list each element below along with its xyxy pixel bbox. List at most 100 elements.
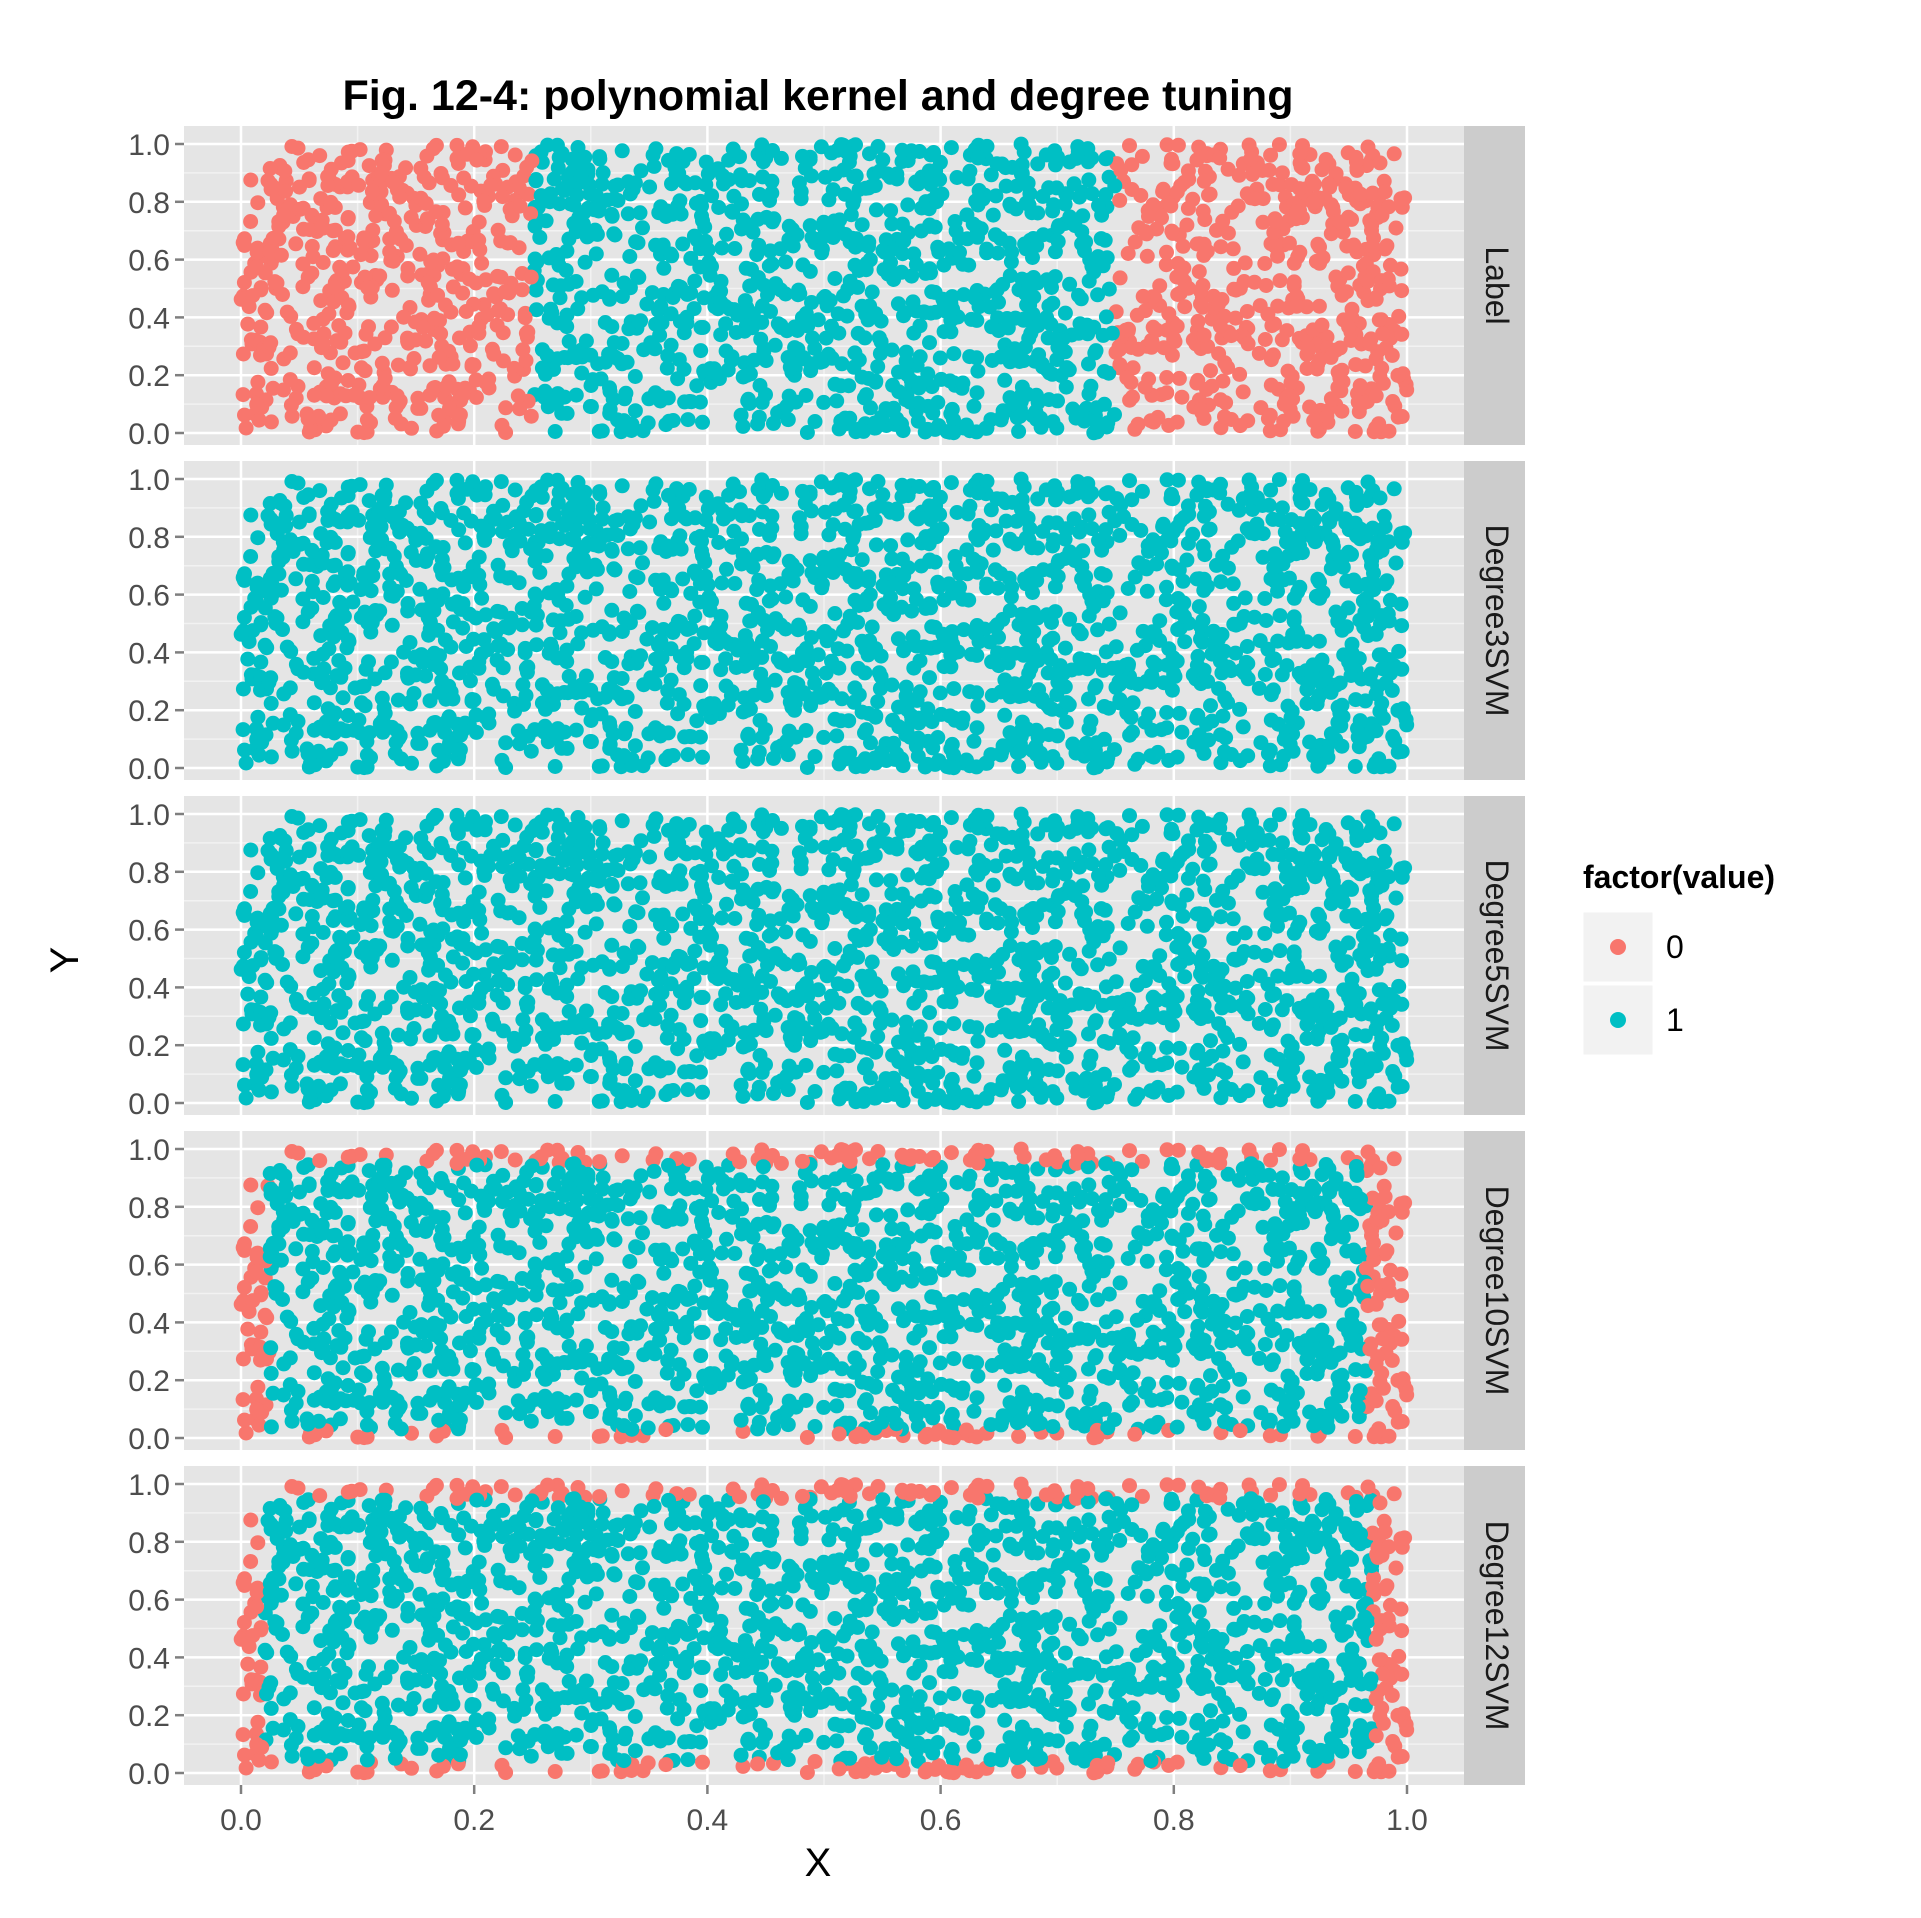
data-point	[898, 353, 914, 369]
data-point	[946, 346, 962, 362]
data-point	[1272, 273, 1288, 289]
data-point	[604, 267, 620, 283]
data-point	[514, 617, 530, 633]
data-point	[1098, 644, 1114, 660]
data-point	[335, 1025, 351, 1041]
data-point	[905, 294, 921, 310]
data-point	[812, 351, 828, 367]
data-point	[410, 725, 426, 741]
data-point	[1004, 244, 1020, 260]
data-point	[1130, 341, 1146, 357]
data-point	[314, 219, 330, 235]
data-point	[1292, 181, 1308, 197]
data-point	[912, 349, 928, 365]
data-point	[1104, 325, 1120, 341]
data-point	[750, 416, 766, 432]
data-point	[1289, 204, 1305, 220]
data-point	[1120, 246, 1136, 261]
data-point	[672, 528, 688, 544]
data-point	[614, 478, 630, 494]
data-point	[1247, 526, 1263, 542]
data-point	[1212, 150, 1228, 166]
data-point	[614, 813, 630, 829]
data-point	[851, 687, 867, 703]
data-point	[259, 305, 275, 321]
data-point	[547, 759, 563, 774]
data-point	[607, 848, 623, 864]
data-point	[985, 207, 1001, 223]
data-point	[451, 522, 467, 538]
data-point	[1202, 186, 1218, 202]
data-point	[687, 608, 703, 624]
data-point	[652, 388, 668, 404]
data-point	[498, 735, 514, 751]
data-point	[1202, 521, 1218, 537]
data-point	[486, 346, 502, 362]
data-point	[943, 324, 959, 340]
data-point	[1098, 151, 1114, 167]
data-point	[802, 598, 818, 614]
data-point	[1066, 176, 1082, 192]
data-point	[1314, 162, 1330, 178]
data-point	[1011, 758, 1027, 774]
data-point	[1171, 1040, 1187, 1056]
data-point	[1093, 231, 1109, 247]
data-point	[420, 275, 436, 290]
data-point	[353, 247, 369, 263]
data-point	[511, 514, 527, 530]
data-point	[1050, 555, 1066, 571]
data-point	[816, 394, 832, 410]
data-point	[765, 549, 780, 565]
data-point	[324, 710, 340, 726]
data-point	[885, 377, 901, 393]
data-point	[1232, 753, 1248, 769]
data-point	[300, 411, 316, 427]
data-point	[386, 213, 402, 229]
data-point	[1159, 137, 1175, 153]
data-point	[1228, 310, 1243, 326]
data-point	[1026, 605, 1042, 620]
data-point	[249, 579, 265, 595]
data-point	[434, 216, 450, 232]
data-point	[259, 640, 275, 656]
data-point	[676, 509, 692, 525]
data-point	[1217, 409, 1232, 425]
data-point	[925, 740, 941, 756]
data-point	[413, 495, 429, 511]
data-point	[276, 207, 292, 223]
data-point	[1002, 268, 1018, 284]
data-point	[958, 417, 974, 433]
data-point	[675, 236, 691, 252]
data-point	[602, 740, 618, 756]
data-point	[858, 387, 874, 403]
data-point	[264, 514, 280, 530]
data-point	[1173, 268, 1189, 284]
data-point	[787, 319, 803, 335]
data-point	[760, 622, 775, 638]
data-point	[1011, 1093, 1027, 1109]
data-point	[618, 720, 634, 736]
data-point	[237, 742, 252, 758]
data-point	[1347, 424, 1363, 439]
data-point	[1175, 238, 1191, 254]
data-point	[374, 355, 390, 371]
data-point	[315, 255, 331, 270]
data-point	[671, 687, 687, 703]
data-point	[861, 569, 877, 585]
data-point	[1033, 745, 1048, 761]
data-point	[1289, 539, 1305, 555]
data-point	[433, 501, 449, 516]
data-point	[730, 307, 746, 323]
data-point	[282, 680, 298, 696]
data-point	[936, 257, 952, 273]
data-point	[749, 247, 765, 263]
data-point	[1119, 705, 1135, 721]
data-point	[602, 715, 617, 731]
data-point	[354, 679, 370, 695]
data-point	[1087, 680, 1103, 696]
data-point	[816, 729, 832, 745]
data-point	[1261, 497, 1277, 513]
data-point	[1300, 340, 1316, 356]
data-point	[1049, 515, 1065, 531]
data-point	[1091, 533, 1106, 548]
